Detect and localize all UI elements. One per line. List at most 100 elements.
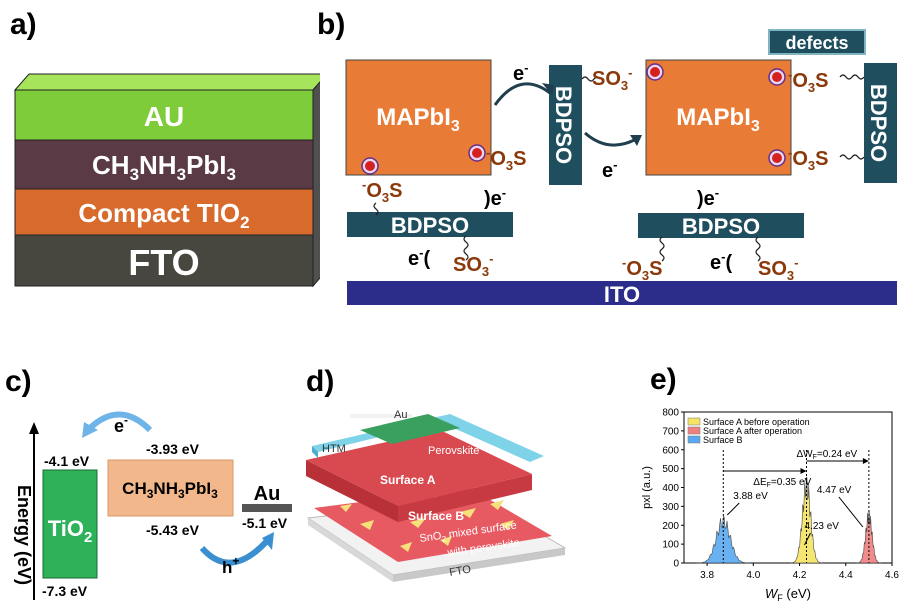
y-tick-label: 200 — [662, 521, 679, 532]
so3-label: SO3- — [453, 251, 493, 279]
bdpso-hright-label: BDPSO — [682, 214, 760, 239]
legend-entry: Surface A before operation — [703, 417, 810, 427]
y-tick-label: 700 — [662, 426, 679, 437]
energy-axis-label: Energy (eV) — [14, 485, 34, 585]
chart-axes: 0 100 200 300 400 500 600 700 800 3.8 4.0 4.2 4.4 4.6… — [641, 408, 899, 604]
o3s-label: -O3S — [622, 255, 662, 283]
y-tick-label: 300 — [662, 502, 679, 513]
annotation-pointer — [726, 502, 740, 516]
legend-swatch — [687, 435, 701, 444]
layer-compact-tio2 — [14, 188, 314, 236]
mapbi3-block-right — [645, 59, 792, 176]
layer-perovskite-label: CH3NH3PbI3 — [92, 150, 236, 184]
d-fto-label: FTO — [448, 563, 472, 579]
perovskite-side — [306, 460, 398, 522]
stack-side-face — [312, 81, 320, 288]
svg-text:e-: e- — [602, 157, 617, 182]
so3-label: SO3- — [758, 255, 798, 283]
svg-text:e-(: e-( — [408, 245, 430, 270]
mapbi3-left-label: MAPbI3 — [376, 104, 460, 135]
perovskite-cb-label: -3.93 eV — [146, 441, 200, 457]
y-tick-label: 800 — [662, 408, 679, 419]
y-tick-label: 500 — [662, 464, 679, 475]
d-surface-b-label: Surface B — [408, 509, 464, 523]
panel-c-label: c) — [5, 365, 32, 398]
bdpso-vertical-right — [864, 63, 897, 183]
layer-fto — [14, 234, 314, 287]
hole-label: h+ — [222, 554, 239, 577]
panel-d-label: d) — [306, 365, 335, 398]
x-tick-label: 4.0 — [746, 570, 760, 581]
arrow-head-icon — [542, 83, 554, 95]
perovskite-box — [107, 459, 234, 517]
arrow-head-icon — [862, 458, 869, 464]
positive-defect-icon — [361, 63, 786, 175]
au-level-label: -5.1 eV — [242, 515, 288, 531]
energy-axis-arrow-icon — [29, 422, 39, 434]
arrow-head-icon — [800, 468, 807, 474]
legend-entry: Surface B — [703, 435, 743, 445]
d-surface-a-label: Surface A — [380, 473, 436, 487]
bdpso-vertical-middle — [549, 65, 582, 185]
o3s-label: -O3S — [788, 67, 828, 95]
electron-arrow-head-icon — [82, 422, 98, 438]
delta-wf-label: ΔWF=0.24 eV — [796, 449, 857, 461]
panel-b-label: b) — [317, 8, 346, 41]
layer-au-label: AU — [144, 101, 184, 132]
y-axis-label: pxl (a.u.) — [641, 466, 653, 509]
perovskite-box-label: CH3NH3PbI3 — [122, 479, 218, 501]
tio2-box — [42, 469, 98, 579]
htm-edge — [312, 446, 318, 458]
d-htm-label: HTM — [322, 443, 346, 455]
y-tick-label: 600 — [662, 445, 679, 456]
bdpso-right-label: BDPSO — [866, 84, 891, 162]
layer-fto-label: FTO — [128, 242, 199, 283]
svg-text:)e-: )e- — [484, 185, 506, 210]
x-axis-label: WF (eV) — [765, 586, 811, 603]
electron-arrow — [87, 411, 153, 433]
electron-label: e- — [114, 413, 128, 436]
defects-tag — [768, 29, 866, 55]
x-tick-label: 4.4 — [839, 570, 853, 581]
d-au-label: Au — [394, 409, 407, 421]
legend-swatch — [687, 426, 701, 435]
linker-chains — [373, 74, 865, 262]
bdpso-hleft-label: BDPSO — [391, 213, 469, 238]
annotation-pointer — [804, 532, 811, 546]
layer-perovskite — [14, 139, 314, 190]
annotation-pointer — [838, 496, 864, 528]
energy-level-diagram: Energy (eV) TiO2 -4.1 eV -7.3 eV CH3NH3P… — [14, 411, 292, 600]
perovskite-top — [306, 430, 532, 506]
mapbi3-right-label: MAPbI3 — [676, 104, 760, 135]
tio2-vb-label: -7.3 eV — [42, 583, 88, 599]
delta-ef-label: ΔEF=0.35 eV — [753, 477, 811, 489]
o3s-label: -O3S — [486, 145, 526, 173]
panel-a-label: a) — [10, 8, 37, 41]
x-tick-label: 4.2 — [793, 570, 807, 581]
x-tick-label: 4.6 — [885, 570, 899, 581]
svg-text:e-(: e-( — [710, 249, 732, 274]
hole-arrow — [199, 539, 269, 566]
so3-label: SO3- — [592, 65, 632, 93]
ito-label: ITO — [604, 282, 640, 307]
au-highlight — [350, 414, 412, 418]
hole-arrow-head-icon — [262, 532, 274, 550]
bdpso-horizontal-right — [638, 213, 804, 238]
arrow-head-icon — [630, 135, 642, 146]
legend-swatch — [687, 417, 701, 426]
device-3d-diagram: Au HTM Perovskite Surface A Surface B Sn… — [306, 409, 567, 582]
svg-text:e-: e- — [513, 60, 528, 85]
au-level-bar — [242, 504, 292, 512]
fto-base-front — [393, 548, 565, 582]
layer-stack-diagram: AU CH3NH3PbI3 Compact TIO2 FTO — [13, 73, 320, 288]
tio2-cb-label: -4.1 eV — [44, 453, 90, 469]
work-function-chart: 0 100 200 300 400 500 600 700 800 3.8 4.0 4.2 4.4 4.6… — [641, 408, 899, 604]
mapbi3-block-left — [345, 59, 492, 176]
peak-b-annotation: 3.88 eV — [733, 491, 768, 502]
chart-annotations: ΔEF=0.35 eV ΔWF=0.24 eV 3.88 eV 4.23 eV 4.47… — [723, 449, 869, 546]
layer-tio2-label: Compact TIO2 — [78, 198, 249, 232]
ito-bar — [347, 281, 897, 305]
layer-au — [14, 89, 314, 141]
passivation-diagram: defects MAPbI3 MAPbI3 BDPSO BDPSO BDPSO … — [345, 29, 897, 307]
